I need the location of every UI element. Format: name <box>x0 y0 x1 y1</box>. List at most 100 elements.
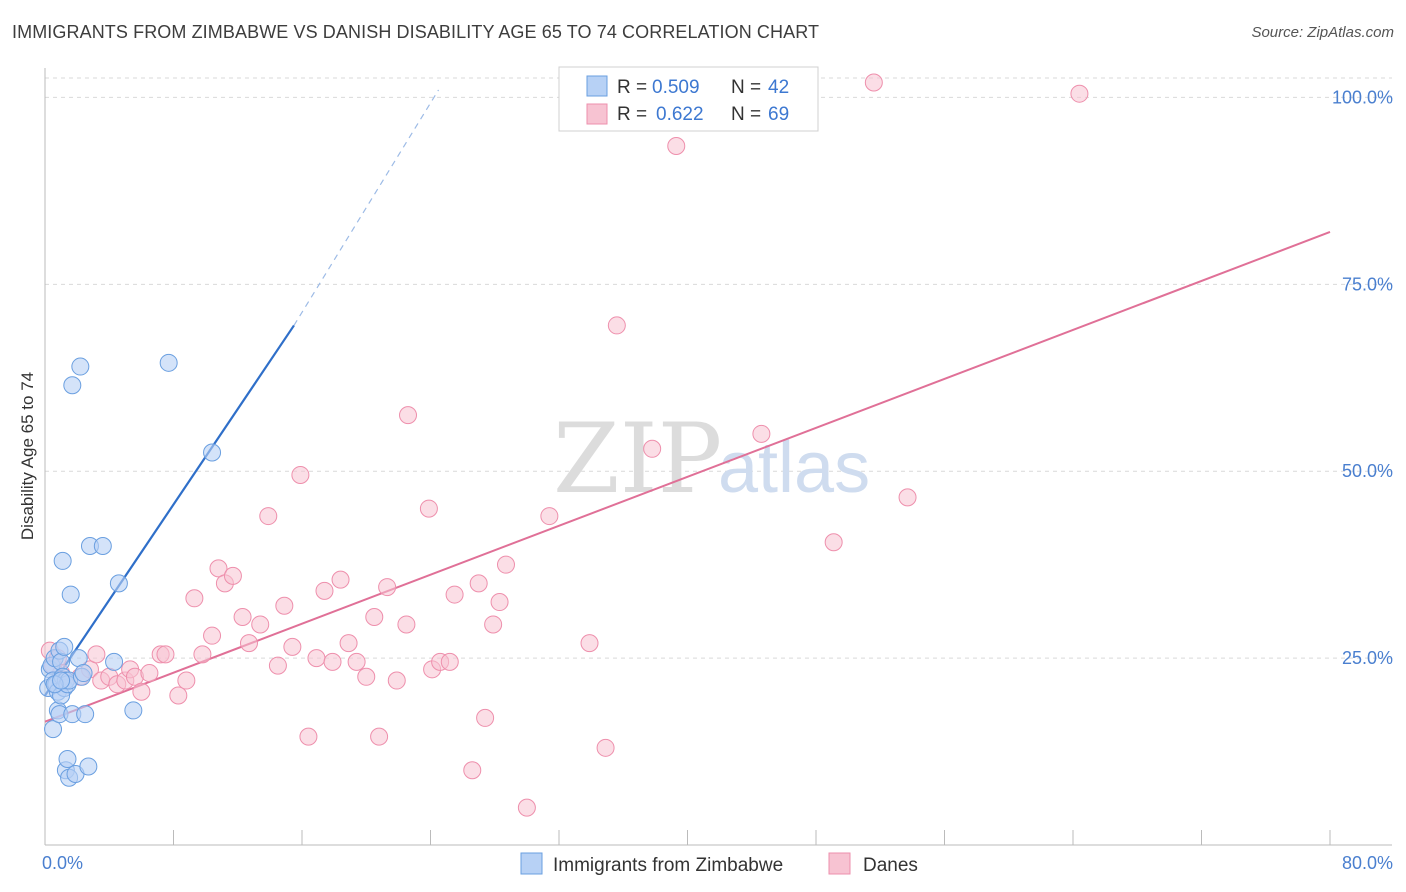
zimbabwe-point <box>203 443 222 462</box>
danes-point <box>140 664 159 683</box>
danes-point <box>399 406 418 425</box>
danes-point <box>132 682 151 701</box>
danes-point <box>824 533 843 552</box>
y-tick-label: 50.0% <box>1342 461 1393 481</box>
zimbabwe-point <box>69 649 88 668</box>
series-legend-swatch-pink <box>828 852 851 875</box>
zimbabwe-point <box>53 551 72 570</box>
gridlines <box>45 77 1392 659</box>
watermark: ZIP atlas <box>553 403 870 515</box>
x-tick-label: 80.0% <box>1342 853 1393 873</box>
zimbabwe-point <box>74 664 93 683</box>
y-tick-label: 100.0% <box>1332 87 1393 107</box>
stats-legend: R = 0.509 N = 42 R = 0.622 N = 69 <box>558 66 819 132</box>
danes-point <box>365 607 384 626</box>
danes-point <box>209 559 228 578</box>
legend-n-value-pink: 69 <box>768 104 789 125</box>
danes-point <box>299 727 318 746</box>
danes-point <box>259 507 278 526</box>
danes-point <box>476 708 495 727</box>
watermark-zip: ZIP <box>553 403 722 515</box>
danes-point <box>323 652 342 671</box>
danes-point <box>387 671 406 690</box>
zimbabwe-point <box>52 671 71 690</box>
y-tick-labels: 25.0% 50.0% 75.0% 100.0% <box>1332 87 1393 668</box>
zimbabwe-point <box>52 652 71 671</box>
legend-r-value-pink: 0.622 <box>656 104 704 125</box>
zimbabwe-point <box>124 701 143 720</box>
danes-point <box>156 645 175 664</box>
danes-point <box>864 73 883 92</box>
danes-point <box>275 596 294 615</box>
zimbabwe-point <box>159 353 178 372</box>
legend-r-label-blue: R = <box>617 77 647 98</box>
danes-trend-line <box>44 231 1331 723</box>
series-legend-label-pink: Danes <box>863 855 918 876</box>
danes-point <box>1070 84 1089 103</box>
danes-point <box>643 439 662 458</box>
danes-point <box>419 499 438 518</box>
series-legend-swatch-blue <box>520 852 543 875</box>
x-tick-labels: 0.0% 80.0% <box>42 853 1393 873</box>
zimbabwe-point <box>76 705 95 724</box>
legend-r-value-blue: 0.509 <box>652 77 700 98</box>
danes-point <box>378 578 397 597</box>
series-legend: Immigrants from Zimbabwe Danes <box>520 852 918 876</box>
danes-point <box>752 424 771 443</box>
danes-point <box>239 634 258 653</box>
danes-point <box>580 634 599 653</box>
zimbabwe-point <box>63 376 82 395</box>
watermark-atlas: atlas <box>718 428 870 508</box>
chart-title: IMMIGRANTS FROM ZIMBABWE VS DANISH DISAB… <box>12 22 820 42</box>
danes-point <box>484 615 503 634</box>
zimbabwe-point <box>58 750 77 769</box>
danes-point <box>490 593 509 612</box>
danes-point <box>251 615 270 634</box>
danes-point <box>87 645 106 664</box>
danes-point <box>445 585 464 604</box>
danes-point <box>596 738 615 757</box>
danes-point <box>223 566 242 585</box>
y-axis-label: Disability Age 65 to 74 <box>18 372 37 540</box>
danes-point <box>463 761 482 780</box>
zimbabwe-point <box>79 757 98 776</box>
y-tick-label: 25.0% <box>1342 648 1393 668</box>
danes-point <box>370 727 389 746</box>
danes-point <box>517 798 536 817</box>
zimbabwe-point <box>105 652 124 671</box>
trend-lines <box>44 89 1331 723</box>
danes-point <box>469 574 488 593</box>
x-tick-label: 0.0% <box>42 853 83 873</box>
danes-point <box>283 637 302 656</box>
zimbabwe-point <box>61 585 80 604</box>
legend-n-value-blue: 42 <box>768 77 789 98</box>
zimbabwe-point <box>109 574 128 593</box>
danes-point <box>339 634 358 653</box>
danes-point <box>315 581 334 600</box>
legend-n-label-blue: N = <box>731 77 761 98</box>
y-tick-label: 75.0% <box>1342 274 1393 294</box>
danes-point <box>193 645 212 664</box>
danes-point <box>607 316 626 335</box>
zimbabwe-trend-extension <box>293 89 440 326</box>
legend-swatch-blue <box>586 75 608 97</box>
danes-point <box>185 589 204 608</box>
danes-point <box>496 555 515 574</box>
zimbabwe-trend-line <box>44 324 295 697</box>
zimbabwe-point <box>55 637 74 656</box>
danes-point <box>268 656 287 675</box>
danes-point <box>177 671 196 690</box>
danes-point <box>291 465 310 484</box>
danes-point <box>233 607 252 626</box>
danes-point <box>347 652 366 671</box>
legend-swatch-pink <box>586 103 608 125</box>
danes-point <box>307 649 326 668</box>
danes-point <box>357 667 376 686</box>
danes-point <box>898 488 917 507</box>
danes-point <box>169 686 188 705</box>
legend-n-label-pink: N = <box>731 104 761 125</box>
legend-r-label-pink: R = <box>617 104 647 125</box>
danes-point <box>203 626 222 645</box>
zimbabwe-point <box>44 720 63 739</box>
